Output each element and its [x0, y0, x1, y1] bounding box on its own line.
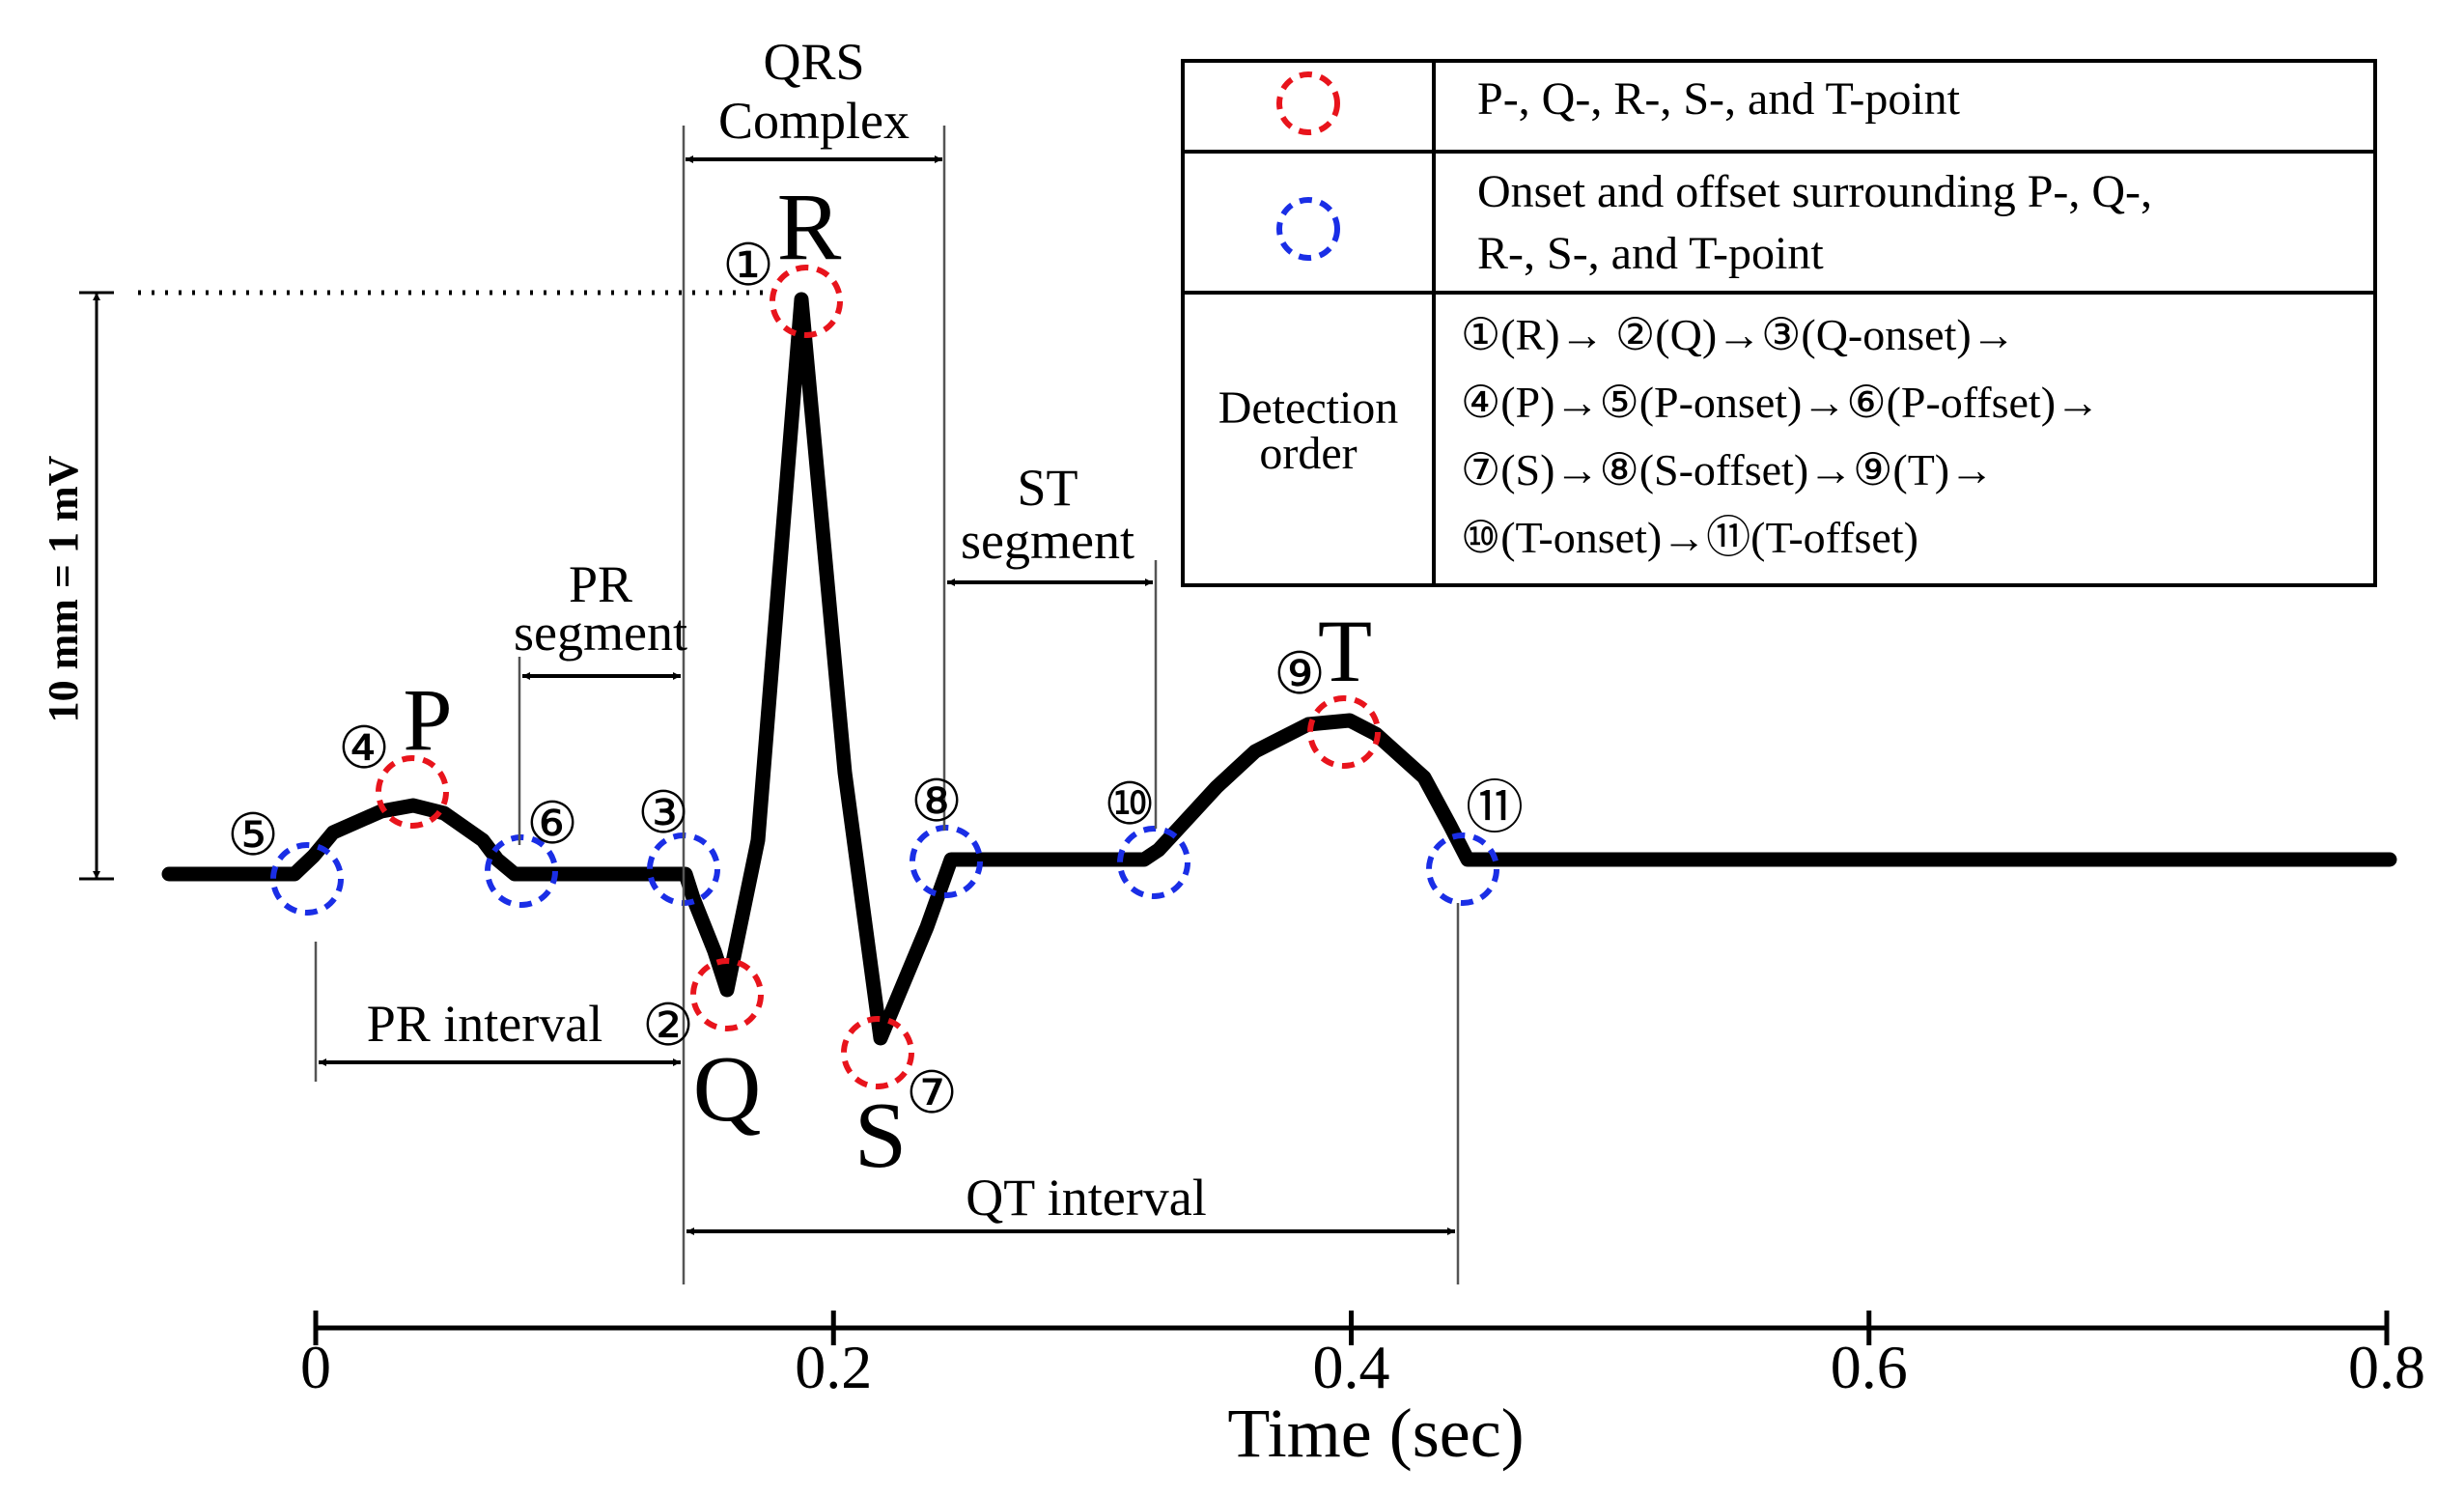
legend-detection-label-line2: order: [1259, 428, 1357, 479]
st-segment-label-line1: ST: [1017, 459, 1078, 517]
legend-row2-line2: R-, S-, and T-point: [1477, 228, 1824, 279]
pr-interval-label: PR interval: [367, 995, 602, 1053]
s-point-circle: [841, 1016, 914, 1089]
marker-11: ⑪: [1466, 775, 1524, 842]
t-onset-circle: [1117, 826, 1190, 899]
axis-tick-label: 0.2: [795, 1333, 872, 1401]
legend-row2-line1: Onset and offset surrounding P-, Q-,: [1477, 166, 2152, 217]
marker-3: ③: [637, 779, 689, 847]
legend-order-line2: ④(P)→⑤(P-onset)→⑥(P-offset)→: [1461, 378, 2100, 427]
marker-10: ⑩: [1104, 771, 1156, 838]
legend-order-line3: ⑦(S)→⑧(S-offset)→⑨(T)→: [1461, 445, 1994, 494]
p-offset-circle: [485, 834, 558, 908]
wave-label-r: R: [777, 173, 842, 280]
marker-1: ①: [722, 232, 774, 299]
st-segment-label-line2: segment: [961, 512, 1134, 570]
p-onset-circle: [270, 842, 344, 916]
marker-8: ⑧: [910, 768, 963, 835]
axis-tick-label: 0.4: [1313, 1333, 1390, 1401]
marker-9: ⑨: [1274, 640, 1326, 708]
legend-table: P-, Q-, R-, S-, and T-point Onset and of…: [1181, 59, 2377, 587]
time-axis-title: Time (sec): [1227, 1395, 1524, 1472]
legend-row1-text: P-, Q-, R-, S-, and T-point: [1477, 73, 1961, 125]
t-point-circle: [1307, 695, 1381, 769]
wave-label-t: T: [1318, 602, 1372, 700]
scale-label: 10 mm = 1 mV: [40, 455, 87, 722]
q-point-circle: [690, 958, 764, 1031]
axis-tick-label: 0.8: [2348, 1333, 2425, 1401]
legend-border: [1181, 59, 2377, 587]
legend-blue-circle-icon: [1276, 197, 1340, 261]
wave-label-q: Q: [693, 1037, 762, 1142]
pr-segment-label-line1: PR: [569, 555, 632, 613]
marker-5: ⑤: [227, 802, 279, 869]
s-offset-circle: [910, 825, 983, 898]
ecg-trace: [161, 292, 2397, 1046]
qt-interval-label: QT interval: [966, 1169, 1206, 1227]
wave-label-p: P: [403, 670, 452, 769]
legend-red-circle-icon: [1276, 71, 1340, 135]
marker-4: ④: [338, 715, 390, 782]
r-point-circle: [770, 265, 843, 338]
tick-group: 0 0.2 0.4 0.6 0.8: [300, 1311, 2425, 1401]
pr-segment-label-line2: segment: [514, 604, 687, 662]
axis-tick-label: 0.6: [1831, 1333, 1908, 1401]
marker-6: ⑥: [526, 790, 578, 858]
qrs-label-line2: Complex: [718, 92, 910, 150]
wave-label-s: S: [854, 1084, 908, 1188]
t-offset-circle: [1426, 832, 1499, 906]
legend-order-line1: ①(R)→ ②(Q)→③(Q-onset)→: [1461, 310, 2016, 359]
legend-order-line4: ⑩(T-onset)→⑪(T-offset): [1461, 513, 1918, 562]
time-axis: 0 0.2 0.4 0.6 0.8 Time (sec): [300, 1311, 2425, 1472]
marker-2: ②: [642, 992, 694, 1059]
axis-tick-label: 0: [300, 1333, 331, 1401]
p-point-circle: [376, 755, 449, 829]
qrs-label-line1: QRS: [763, 33, 864, 91]
legend-detection-label-line1: Detection: [1218, 382, 1399, 434]
marker-7: ⑦: [906, 1059, 958, 1127]
